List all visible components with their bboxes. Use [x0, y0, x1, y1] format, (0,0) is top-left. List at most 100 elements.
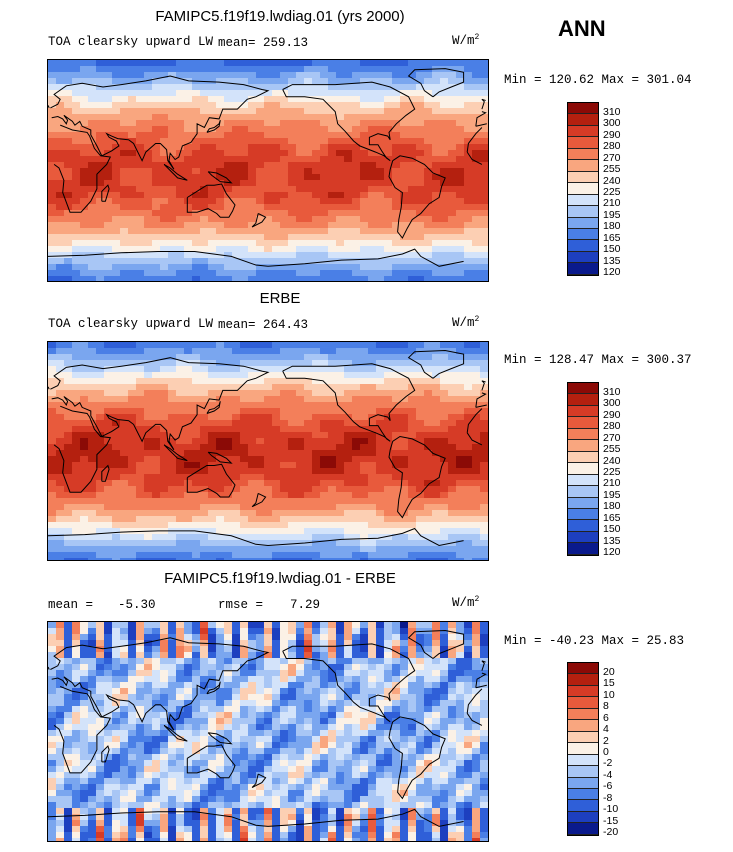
- heatmap-cell: [72, 276, 80, 281]
- heatmap-cell: [384, 522, 392, 528]
- heatmap-cell: [264, 676, 272, 682]
- heatmap-cell: [72, 390, 80, 396]
- heatmap-cell: [376, 210, 384, 216]
- heatmap-cell: [120, 634, 128, 640]
- heatmap-cell: [456, 420, 464, 426]
- heatmap-cell: [120, 108, 128, 114]
- heatmap-cell: [320, 252, 328, 258]
- heatmap-cell: [72, 450, 80, 456]
- heatmap-cell: [200, 634, 208, 640]
- heatmap-cell: [440, 264, 448, 270]
- heatmap-cell: [432, 408, 440, 414]
- heatmap-cell: [232, 168, 240, 174]
- heatmap-cell: [136, 102, 144, 108]
- heatmap-cell: [128, 216, 136, 222]
- heatmap-cell: [256, 670, 264, 676]
- heatmap-cell: [472, 348, 480, 354]
- heatmap-cell: [344, 102, 352, 108]
- heatmap-cell: [48, 390, 56, 396]
- heatmap-cell: [136, 60, 144, 66]
- heatmap-cell: [232, 528, 240, 534]
- heatmap-cell: [416, 258, 424, 264]
- heatmap-cell: [296, 204, 304, 210]
- heatmap-cell: [368, 408, 376, 414]
- heatmap-cell: [248, 60, 256, 66]
- heatmap-cell: [232, 546, 240, 552]
- heatmap-cell: [240, 486, 248, 492]
- heatmap-cell: [352, 694, 360, 700]
- heatmap-cell: [232, 216, 240, 222]
- heatmap-cell: [336, 498, 344, 504]
- heatmap-cell: [464, 252, 472, 258]
- heatmap-cell: [136, 640, 144, 646]
- coastline: [407, 68, 465, 98]
- heatmap-cell: [168, 180, 176, 186]
- heatmap-cell: [88, 408, 96, 414]
- heatmap-cell: [464, 174, 472, 180]
- heatmap-cell: [208, 414, 216, 420]
- heatmap-cell: [344, 114, 352, 120]
- heatmap-cell: [328, 486, 336, 492]
- heatmap-cell: [472, 540, 480, 546]
- heatmap-cell: [456, 640, 464, 646]
- heatmap-cell: [384, 222, 392, 228]
- heatmap-cell: [112, 132, 120, 138]
- heatmap-cell: [384, 78, 392, 84]
- heatmap-cell: [184, 216, 192, 222]
- heatmap-cell: [312, 78, 320, 84]
- heatmap-cell: [344, 468, 352, 474]
- heatmap-cell: [88, 246, 96, 252]
- heatmap-cell: [88, 354, 96, 360]
- heatmap-cell: [176, 276, 184, 281]
- heatmap-cell: [376, 504, 384, 510]
- heatmap-cell: [280, 168, 288, 174]
- heatmap-cell: [128, 676, 136, 682]
- heatmap-cell: [272, 90, 280, 96]
- heatmap-cell: [464, 670, 472, 676]
- heatmap-cell: [80, 444, 88, 450]
- heatmap-cell: [80, 240, 88, 246]
- heatmap-cell: [168, 474, 176, 480]
- heatmap-cell: [352, 528, 360, 534]
- heatmap-cell: [232, 462, 240, 468]
- heatmap-cell: [48, 622, 56, 628]
- heatmap-cell: [80, 264, 88, 270]
- heatmap-cell: [408, 402, 416, 408]
- heatmap-cell: [248, 228, 256, 234]
- heatmap-cell: [128, 246, 136, 252]
- heatmap-cell: [144, 402, 152, 408]
- heatmap-cell: [104, 162, 112, 168]
- heatmap-cell: [432, 276, 440, 281]
- heatmap-cell: [64, 670, 72, 676]
- heatmap-cell: [408, 234, 416, 240]
- heatmap-cell: [352, 162, 360, 168]
- heatmap-cell: [408, 342, 416, 348]
- heatmap-cell: [240, 700, 248, 706]
- heatmap-cell: [160, 664, 168, 670]
- heatmap-cell: [440, 102, 448, 108]
- heatmap-cell: [472, 450, 480, 456]
- heatmap-cell: [296, 420, 304, 426]
- heatmap-cell: [264, 210, 272, 216]
- heatmap-cell: [376, 84, 384, 90]
- heatmap-cell: [88, 492, 96, 498]
- heatmap-cell: [272, 246, 280, 252]
- heatmap-cell: [200, 492, 208, 498]
- heatmap-cell: [360, 264, 368, 270]
- heatmap-cell: [48, 258, 56, 264]
- heatmap-cell: [104, 682, 112, 688]
- heatmap-cell: [344, 186, 352, 192]
- heatmap-cell: [168, 492, 176, 498]
- heatmap-cell: [200, 162, 208, 168]
- heatmap-cell: [424, 658, 432, 664]
- heatmap-cell: [152, 156, 160, 162]
- heatmap-cell: [408, 348, 416, 354]
- heatmap-cell: [456, 414, 464, 420]
- heatmap-cell: [304, 510, 312, 516]
- heatmap-cell: [432, 162, 440, 168]
- heatmap-cell: [312, 240, 320, 246]
- heatmap-cell: [448, 96, 456, 102]
- heatmap-cell: [352, 628, 360, 634]
- heatmap-cell: [248, 438, 256, 444]
- heatmap-cell: [320, 628, 328, 634]
